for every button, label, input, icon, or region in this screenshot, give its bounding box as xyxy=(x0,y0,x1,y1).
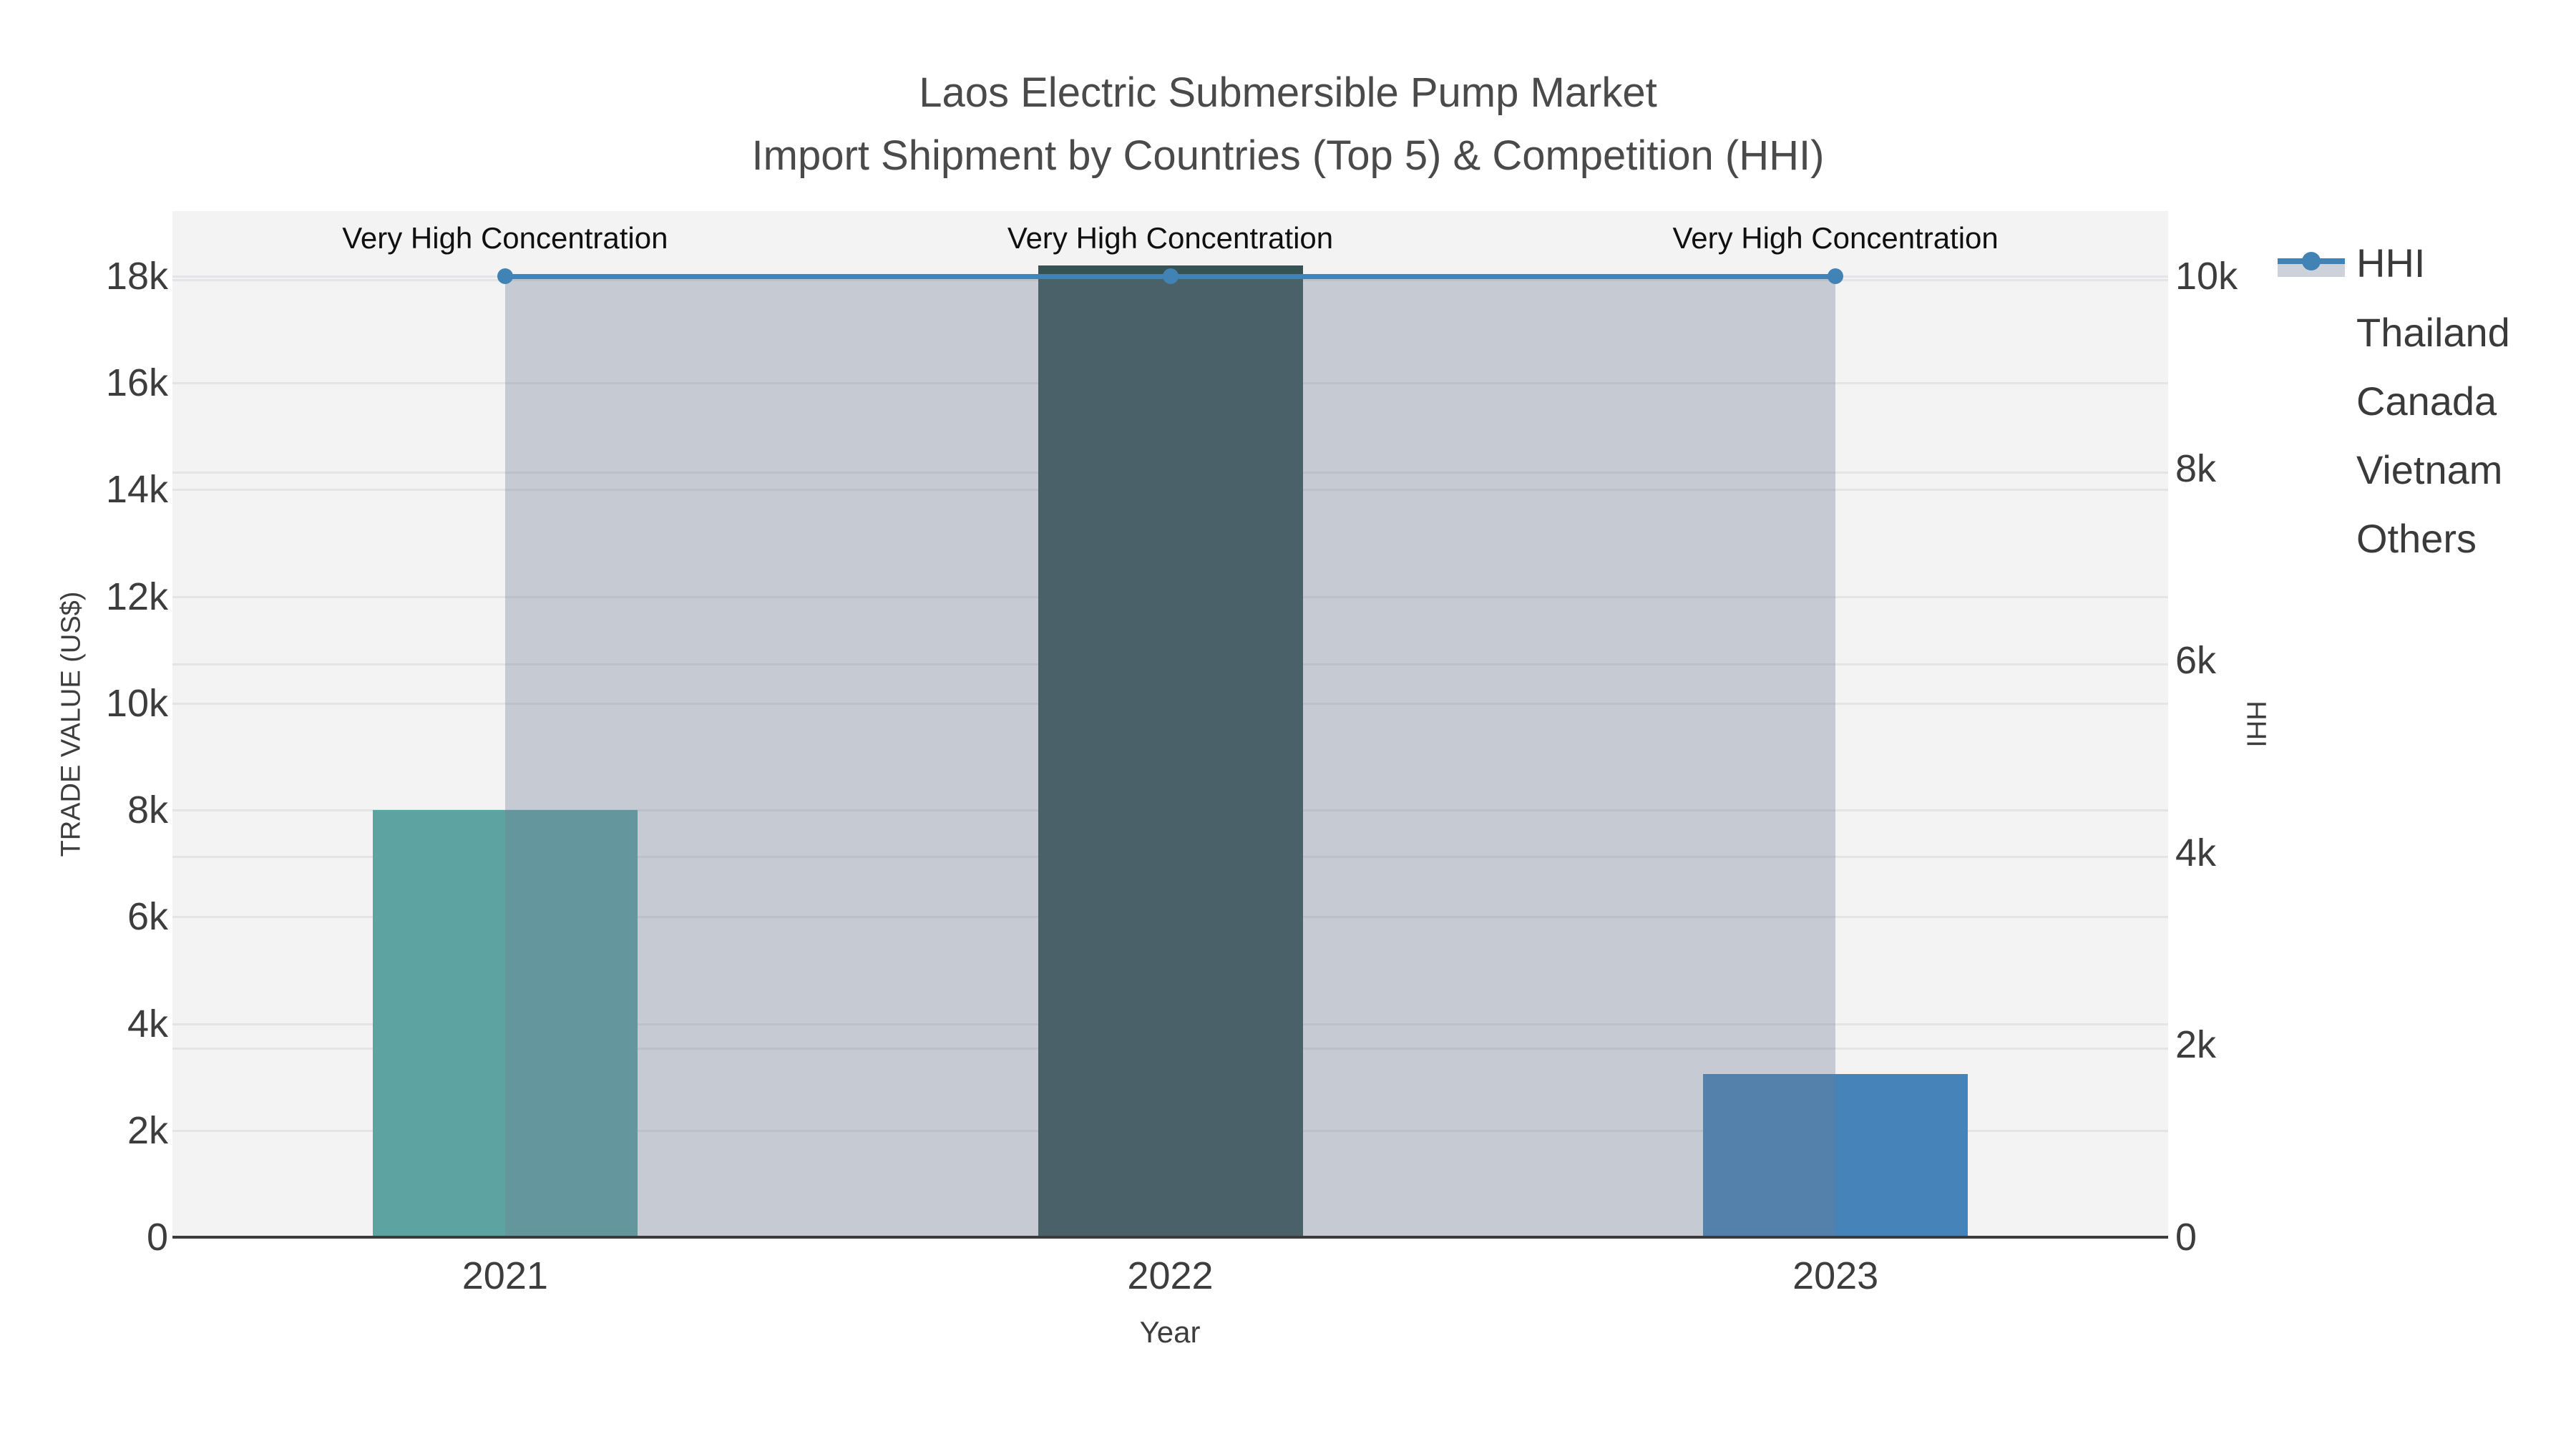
thailand-swatch-icon xyxy=(2278,316,2345,348)
x-tick-label: 2021 xyxy=(462,1254,548,1297)
hhi-line-icon xyxy=(2278,247,2345,278)
hhi-area-fill xyxy=(504,276,1836,1237)
x-axis-line xyxy=(172,1236,2168,1239)
x-tick-label: 2023 xyxy=(1792,1254,1879,1297)
chart-title: Laos Electric Submersible Pump Market xyxy=(919,69,1657,116)
annotation: Very High Concentration xyxy=(1672,221,1999,255)
tick-label-right: 6k xyxy=(2175,639,2217,683)
legend-item-others[interactable]: Others xyxy=(2278,515,2477,561)
tick-label-left: 2k xyxy=(127,1108,168,1152)
tick-label-right: 8k xyxy=(2175,447,2217,490)
legend-item-thailand[interactable]: Thailand xyxy=(2278,309,2510,355)
bar-vietnam[interactable] xyxy=(1038,265,1303,1237)
tick-label-right: 2k xyxy=(2175,1023,2217,1067)
bar-canada[interactable] xyxy=(372,810,638,1237)
others-swatch-icon xyxy=(2278,522,2345,554)
chart-subtitle: Import Shipment by Countries (Top 5) & C… xyxy=(751,132,1825,179)
annotation: Very High Concentration xyxy=(342,221,668,255)
tick-label-right: 10k xyxy=(2175,255,2238,298)
annotation: Very High Concentration xyxy=(1007,221,1334,255)
tick-label-left: 6k xyxy=(127,895,168,939)
legend-item-vietnam[interactable]: Vietnam xyxy=(2278,447,2502,492)
legend-label: Canada xyxy=(2356,378,2497,424)
right-axis-title: HHI xyxy=(2240,701,2271,748)
hhi-marker[interactable] xyxy=(497,268,513,285)
canada-swatch-icon xyxy=(2278,385,2345,416)
legend-label: HHI xyxy=(2356,240,2426,286)
x-tick-label: 2022 xyxy=(1127,1254,1214,1297)
tick-label-right: 4k xyxy=(2175,831,2217,874)
vietnam-swatch-icon xyxy=(2278,454,2345,485)
tick-label-left: 14k xyxy=(105,468,168,512)
bar-thailand[interactable] xyxy=(1703,1074,1968,1237)
hhi-marker[interactable] xyxy=(1162,268,1179,285)
legend-label: Thailand xyxy=(2356,309,2510,355)
legend-label: Others xyxy=(2356,515,2477,561)
tick-label-left: 18k xyxy=(105,255,168,298)
plot-area: Very High Concentration Very High Concen… xyxy=(172,211,2168,1237)
left-axis-title: TRADE VALUE (US$) xyxy=(56,591,87,857)
tick-label-left: 0 xyxy=(146,1216,168,1259)
x-axis-title: Year xyxy=(1139,1315,1201,1349)
legend-item-hhi[interactable]: HHI xyxy=(2278,240,2425,286)
tick-label-left: 16k xyxy=(105,361,168,405)
hhi-marker-icon xyxy=(2302,252,2321,270)
tick-label-left: 8k xyxy=(127,789,168,832)
legend-label: Vietnam xyxy=(2356,447,2503,492)
legend-item-canada[interactable]: Canada xyxy=(2278,378,2497,424)
tick-label-left: 10k xyxy=(105,681,168,725)
tick-label-right: 0 xyxy=(2175,1216,2197,1259)
tick-label-left: 12k xyxy=(105,575,168,618)
tick-label-left: 4k xyxy=(127,1002,168,1045)
hhi-marker[interactable] xyxy=(1828,268,1844,285)
